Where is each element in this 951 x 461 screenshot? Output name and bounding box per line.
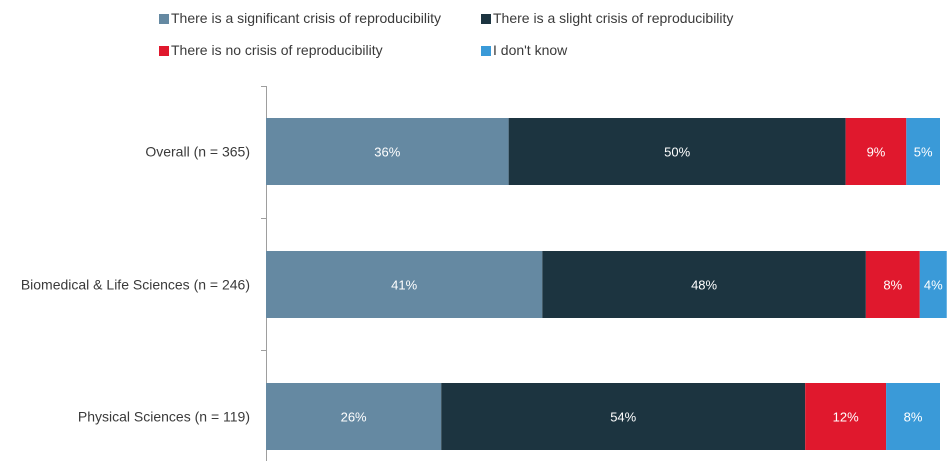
bar-row-biomedical-life-sciences-n-246: 41% 48% 8% 4% bbox=[266, 251, 947, 318]
bar-row-physical-sciences-n-119: 26% 54% 12% 8% bbox=[266, 383, 940, 450]
bar-value-label-2-2: 48% bbox=[691, 278, 717, 293]
bar-segment-3-1 bbox=[266, 383, 442, 450]
bar-segment-3-2 bbox=[441, 383, 806, 450]
bar-segment-3-3 bbox=[805, 383, 887, 450]
category-label-2: Biomedical & Life Sciences (n = 246) bbox=[21, 277, 250, 293]
legend-label-3: There is no crisis of reproducibility bbox=[171, 42, 383, 58]
bar-value-label-3-1: 26% bbox=[341, 410, 367, 425]
bar-segment-2-3 bbox=[865, 251, 920, 318]
chart-legend: There is a significant crisis of reprodu… bbox=[159, 10, 733, 58]
legend-swatch-1 bbox=[159, 14, 169, 24]
legend-label-1: There is a significant crisis of reprodu… bbox=[171, 10, 441, 26]
legend-swatch-4 bbox=[481, 46, 491, 56]
legend-item-3: There is no crisis of reproducibility bbox=[159, 42, 383, 58]
bar-value-label-1-3: 9% bbox=[867, 145, 886, 160]
bar-value-label-3-3: 12% bbox=[833, 410, 859, 425]
category-label-3: Physical Sciences (n = 119) bbox=[78, 409, 250, 425]
bar-segment-1-4 bbox=[906, 118, 940, 185]
bar-segment-3-4 bbox=[886, 383, 940, 450]
bar-value-label-2-4: 4% bbox=[924, 278, 943, 293]
bar-area: 36% 50% 9% 5% 41% 48% 8% 4% 26% 54% 12% 8% bbox=[266, 118, 947, 450]
legend-item-2: There is a slight crisis of reproducibil… bbox=[481, 10, 733, 26]
bar-value-label-2-3: 8% bbox=[883, 278, 902, 293]
legend-item-1: There is a significant crisis of reprodu… bbox=[159, 10, 441, 26]
legend-label-2: There is a slight crisis of reproducibil… bbox=[493, 10, 733, 26]
bar-value-label-1-2: 50% bbox=[664, 145, 690, 160]
bar-row-overall-n-365: 36% 50% 9% 5% bbox=[266, 118, 940, 185]
bar-value-label-3-2: 54% bbox=[610, 410, 636, 425]
category-axis: Overall (n = 365) Biomedical & Life Scien… bbox=[21, 86, 267, 461]
bar-segment-1-2 bbox=[508, 118, 846, 185]
legend-label-4: I don't know bbox=[493, 42, 568, 58]
bar-value-label-3-4: 8% bbox=[904, 410, 923, 425]
bar-segment-1-1 bbox=[266, 118, 509, 185]
legend-swatch-3 bbox=[159, 46, 169, 56]
category-label-1: Overall (n = 365) bbox=[145, 144, 250, 160]
bar-value-label-2-1: 41% bbox=[391, 278, 417, 293]
legend-swatch-2 bbox=[481, 14, 491, 24]
bar-value-label-1-4: 5% bbox=[914, 145, 933, 160]
bar-segment-2-4 bbox=[919, 251, 947, 318]
bar-value-label-1-1: 36% bbox=[374, 145, 400, 160]
bar-segment-2-2 bbox=[542, 251, 866, 318]
bar-segment-2-1 bbox=[266, 251, 543, 318]
bar-segment-1-3 bbox=[845, 118, 907, 185]
legend-item-4: I don't know bbox=[481, 42, 568, 58]
